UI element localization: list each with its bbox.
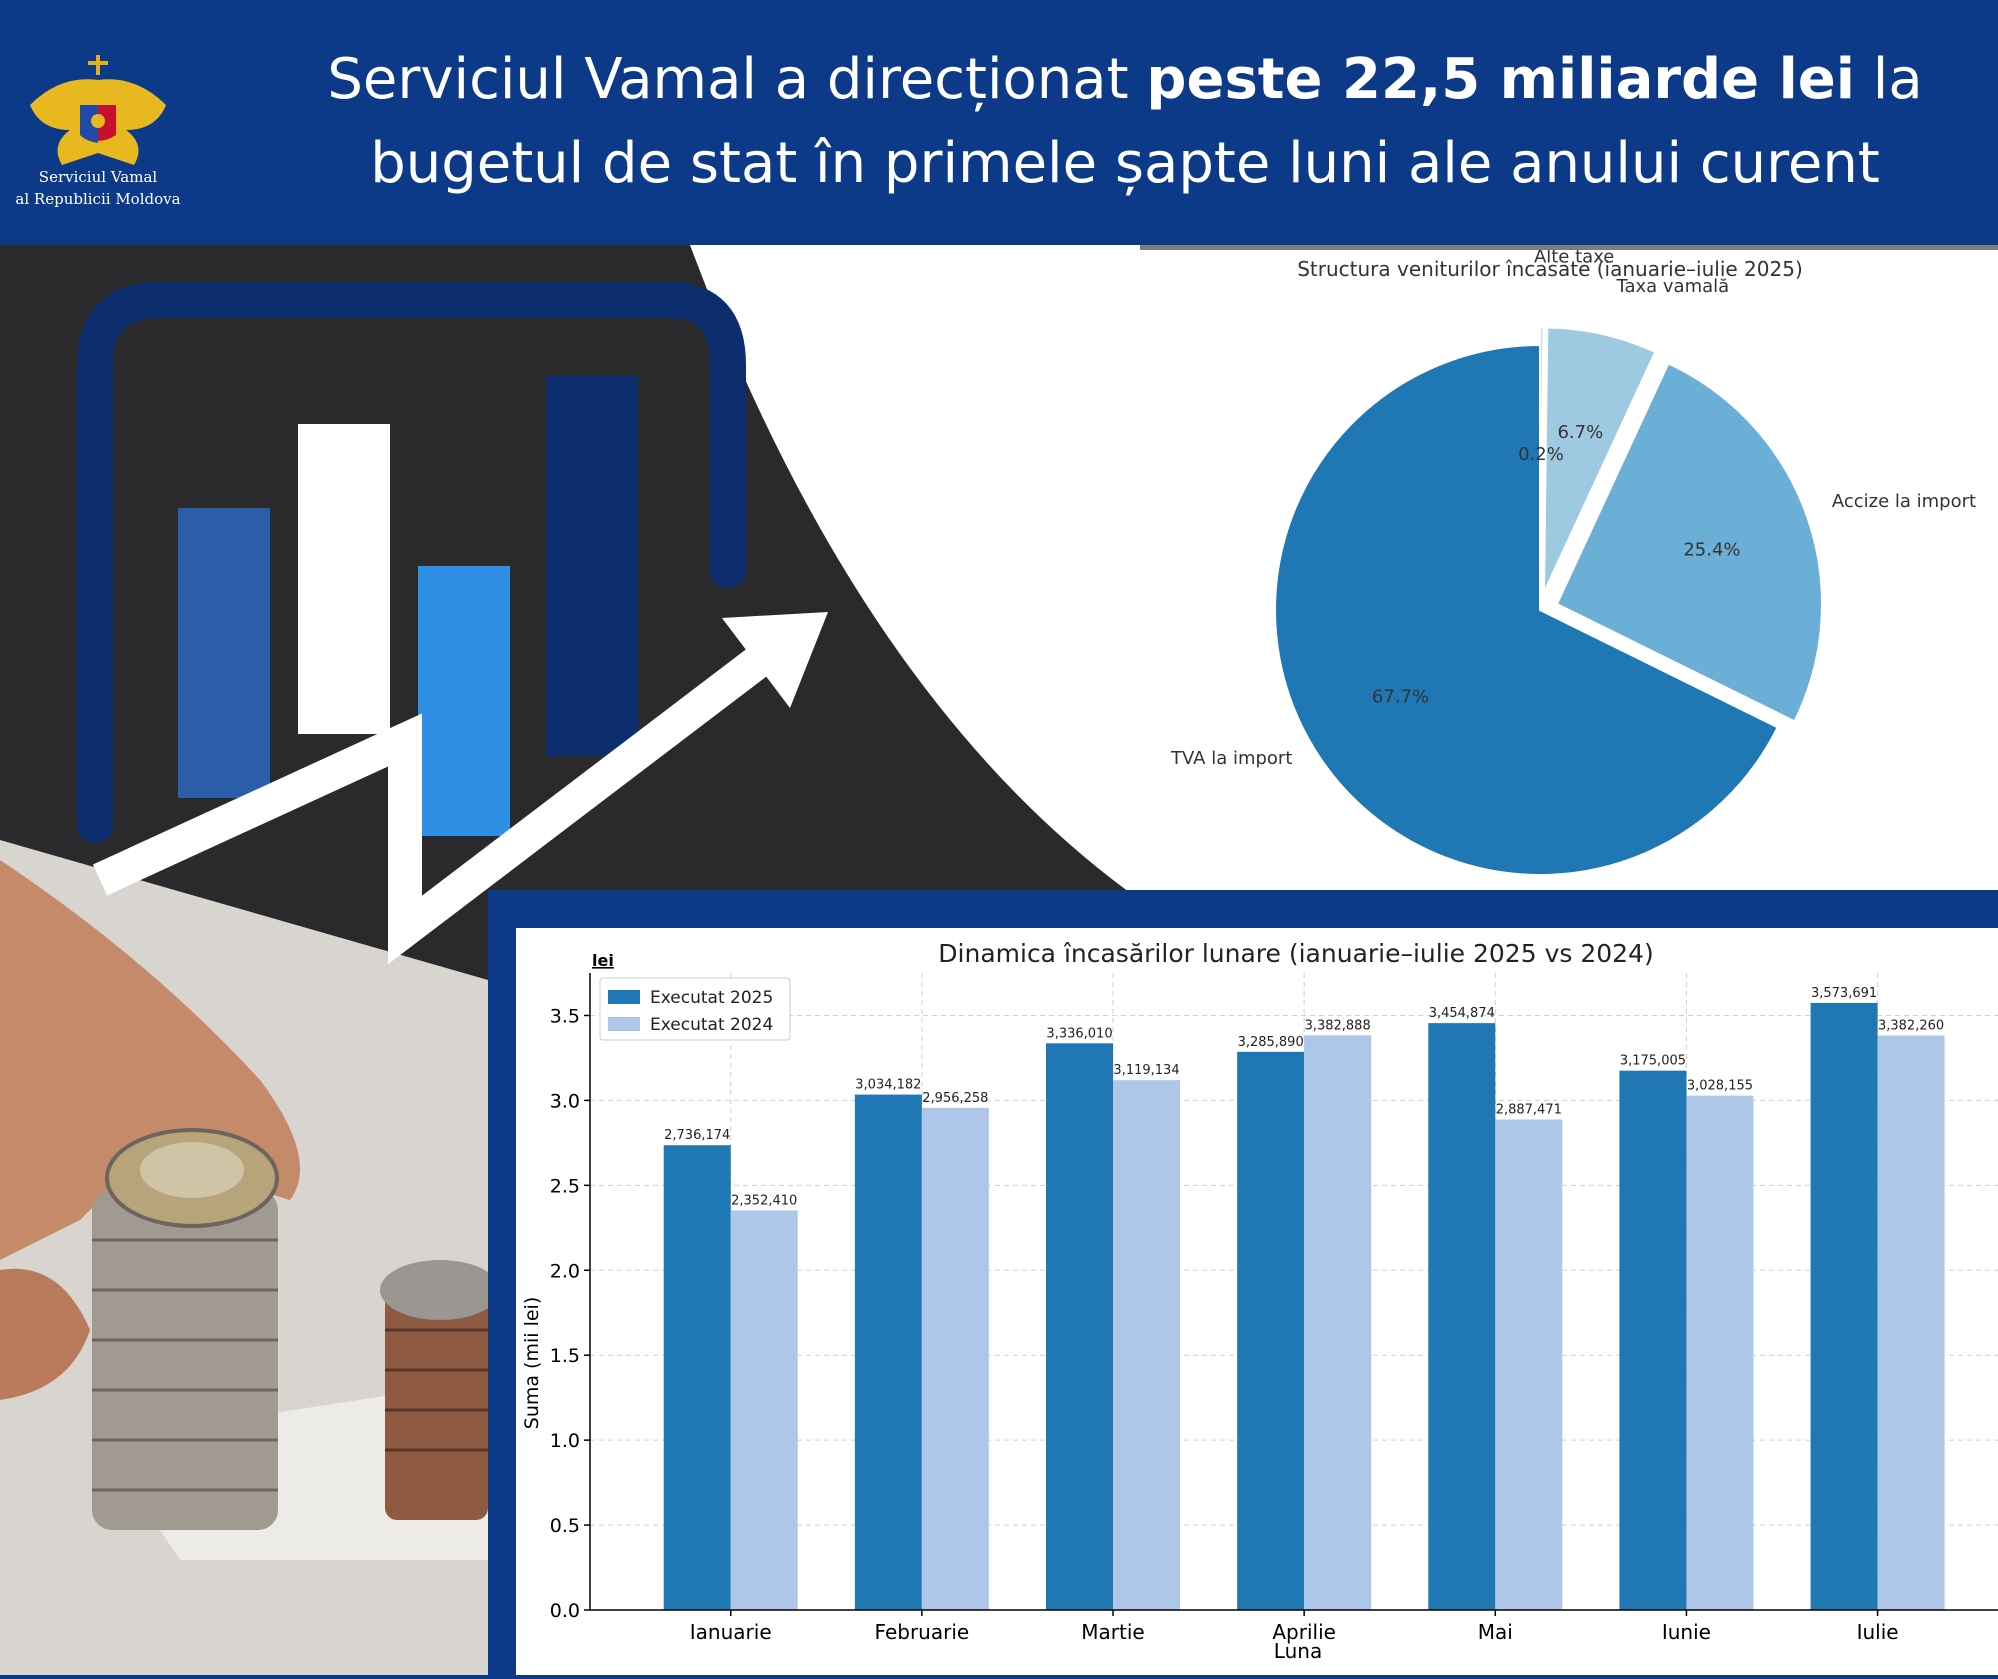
bar-value-label: 2,352,410 bbox=[731, 1193, 797, 1208]
bar bbox=[730, 1210, 798, 1610]
bar-value-label: 3,382,260 bbox=[1878, 1018, 1944, 1033]
headline-highlight: peste 22,5 miliarde lei bbox=[1146, 47, 1855, 112]
y-tick-label: 2.5 bbox=[550, 1175, 580, 1197]
header-banner: Serviciul Vamal al Republicii Moldova Se… bbox=[0, 0, 1998, 245]
legend-swatch bbox=[608, 990, 640, 1004]
bar-value-label: 3,573,691 bbox=[1811, 986, 1877, 1001]
bar bbox=[921, 1107, 989, 1610]
pie-slice bbox=[1539, 326, 1545, 593]
y-tick-label: 1.5 bbox=[550, 1345, 580, 1367]
pie-category-label: Alte taxe bbox=[1534, 250, 1614, 268]
pie-percent-label: 0.2% bbox=[1518, 444, 1564, 465]
pie-chart: Structura veniturilor încasate (ianuarie… bbox=[1170, 247, 1976, 876]
legend-box bbox=[599, 977, 791, 1041]
bar bbox=[1686, 1095, 1754, 1610]
bar-value-label: 3,285,890 bbox=[1238, 1035, 1304, 1050]
org-name-line1: Serviciul Vamal bbox=[38, 168, 158, 186]
pie-percent-label: 25.4% bbox=[1683, 539, 1740, 560]
pie-chart-panel: Structura veniturilor încasate (ianuarie… bbox=[1140, 247, 1998, 900]
y-tick-label: 3.5 bbox=[550, 1005, 580, 1027]
bar-value-label: 3,119,134 bbox=[1113, 1063, 1179, 1078]
bar-chart-title: Dinamica încasărilor lunare (ianuarie–iu… bbox=[938, 939, 1653, 968]
bar bbox=[1810, 1002, 1878, 1610]
headline-text: la bbox=[1854, 47, 1923, 112]
pie-title: Structura veniturilor încasate (ianuarie… bbox=[1297, 257, 1803, 281]
bar-chart-panel: Dinamica încasărilor lunare (ianuarie–iu… bbox=[516, 928, 1998, 1675]
bar-value-label: 3,034,182 bbox=[855, 1078, 921, 1093]
bar bbox=[854, 1094, 922, 1610]
x-tick-label: Mai bbox=[1478, 1620, 1513, 1644]
pie-slice bbox=[1542, 326, 1657, 593]
x-tick-label: Ianuarie bbox=[690, 1620, 772, 1644]
bar bbox=[1428, 1023, 1496, 1610]
headline-text: Serviciul Vamal a direcționat bbox=[327, 47, 1147, 112]
bar-value-label: 2,736,174 bbox=[664, 1128, 730, 1143]
bar bbox=[1237, 1051, 1305, 1610]
org-name-line2: al Republicii Moldova bbox=[15, 190, 181, 208]
legend-label: Executat 2024 bbox=[650, 1015, 773, 1035]
growth-chart-icon bbox=[77, 282, 828, 965]
bar bbox=[1113, 1080, 1181, 1610]
x-tick-label: Iunie bbox=[1662, 1620, 1711, 1644]
pie-slice bbox=[1274, 343, 1779, 876]
coin-stack-icon bbox=[380, 1260, 500, 1520]
bar-value-label: 3,382,888 bbox=[1305, 1018, 1371, 1033]
y-axis-label: Suma (mii lei) bbox=[521, 1297, 543, 1429]
headline-text: bugetul de stat în primele șapte luni al… bbox=[370, 131, 1880, 196]
x-axis-label: Luna bbox=[1274, 1639, 1322, 1663]
bar bbox=[1304, 1035, 1372, 1610]
bar-value-label: 2,887,471 bbox=[1496, 1103, 1562, 1118]
pie-category-label: Taxa vamală bbox=[1615, 276, 1729, 297]
y-tick-label: 0.0 bbox=[550, 1600, 580, 1622]
pie-category-label: Accize la import bbox=[1832, 491, 1976, 512]
coin-stack-icon bbox=[92, 1128, 279, 1530]
bar bbox=[1619, 1070, 1687, 1610]
pie-slice bbox=[1555, 362, 1823, 723]
x-tick-label: Februarie bbox=[875, 1620, 970, 1644]
pie-percent-label: 6.7% bbox=[1557, 422, 1603, 443]
y-tick-label: 0.5 bbox=[550, 1515, 580, 1537]
y-tick-label: 2.0 bbox=[550, 1260, 580, 1282]
x-tick-label: Martie bbox=[1081, 1620, 1144, 1644]
y-tick-label: 3.0 bbox=[550, 1090, 580, 1112]
bar bbox=[1046, 1043, 1114, 1610]
legend-swatch bbox=[608, 1017, 640, 1031]
bar-value-label: 3,028,155 bbox=[1687, 1079, 1753, 1094]
pie-category-label: TVA la import bbox=[1170, 748, 1292, 769]
y-unit-label: lei bbox=[592, 951, 614, 970]
bar-value-label: 3,336,010 bbox=[1046, 1026, 1112, 1041]
coat-of-arms-icon bbox=[30, 55, 166, 165]
bar-value-label: 3,175,005 bbox=[1620, 1054, 1686, 1069]
bar-value-label: 2,956,258 bbox=[922, 1091, 988, 1106]
x-tick-label: Iulie bbox=[1857, 1620, 1899, 1644]
bar bbox=[1495, 1119, 1563, 1610]
bar bbox=[1877, 1035, 1945, 1610]
bar-value-label: 3,454,874 bbox=[1429, 1006, 1495, 1021]
bar-chart: Dinamica încasărilor lunare (ianuarie–iu… bbox=[521, 939, 1998, 1663]
bar bbox=[663, 1145, 731, 1610]
headline: Serviciul Vamal a direcționat peste 22,5… bbox=[300, 38, 1950, 206]
legend-label: Executat 2025 bbox=[650, 988, 773, 1008]
pie-percent-label: 67.7% bbox=[1372, 687, 1429, 708]
x-tick-label: Aprilie bbox=[1272, 1620, 1336, 1644]
y-tick-label: 1.0 bbox=[550, 1430, 580, 1452]
